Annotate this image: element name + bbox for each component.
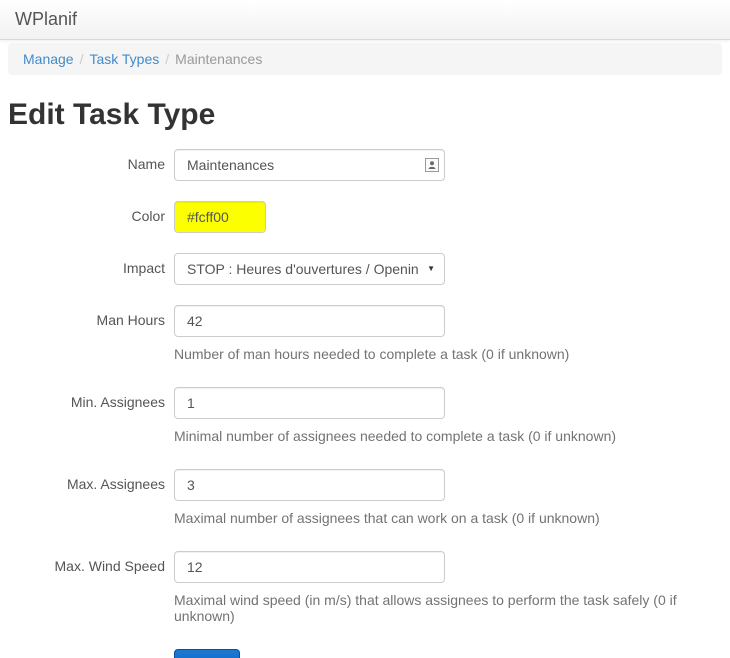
brand-link[interactable]: WPlanif <box>15 9 78 29</box>
max-wind-speed-input[interactable] <box>174 550 445 583</box>
breadcrumb-manage[interactable]: Manage <box>23 51 74 67</box>
min-assignees-help: Minimal number of assignees needed to co… <box>174 427 617 444</box>
impact-select[interactable]: STOP : Heures d'ouvertures / Openin <box>174 252 445 285</box>
max-assignees-input[interactable] <box>174 468 445 501</box>
color-field-group: Color <box>8 200 722 233</box>
color-input[interactable] <box>174 200 266 233</box>
page-title: Edit Task Type <box>8 98 216 131</box>
man-hours-help: Number of man hours needed to complete a… <box>174 345 570 362</box>
max-assignees-help: Maximal number of assignees that can wor… <box>174 509 600 526</box>
min-assignees-field-group: Min. Assignees Minimal number of assigne… <box>8 386 722 444</box>
main-content: Edit Task Type Name Color <box>0 99 730 658</box>
min-assignees-input[interactable] <box>174 386 445 419</box>
breadcrumb-task-types[interactable]: Task Types <box>89 51 160 67</box>
min-assignees-label: Min. Assignees <box>70 393 165 410</box>
name-field-group: Name <box>8 148 722 181</box>
form-actions: Save <box>8 648 722 658</box>
breadcrumb: Manage / Task Types / Maintenances <box>8 43 722 75</box>
man-hours-field-group: Man Hours Number of man hours needed to … <box>8 304 722 362</box>
name-input[interactable] <box>174 148 445 181</box>
max-wind-speed-help: Maximal wind speed (in m/s) that allows … <box>174 591 677 624</box>
button-spacer <box>8 649 165 658</box>
color-label: Color <box>131 207 165 224</box>
breadcrumb-wrapper: Manage / Task Types / Maintenances <box>0 40 730 75</box>
max-wind-speed-label: Max. Wind Speed <box>54 557 166 574</box>
navbar: WPlanif <box>0 0 730 40</box>
max-wind-speed-field-group: Max. Wind Speed Maximal wind speed (in m… <box>8 550 722 624</box>
breadcrumb-current: Maintenances <box>175 51 263 67</box>
man-hours-label: Man Hours <box>96 311 165 328</box>
impact-field-group: Impact STOP : Heures d'ouvertures / Open… <box>8 252 722 285</box>
edit-task-type-form: Name Color <box>8 148 722 658</box>
breadcrumb-separator: / <box>165 51 170 67</box>
impact-label: Impact <box>122 259 165 276</box>
save-button[interactable]: Save <box>174 648 240 658</box>
max-assignees-field-group: Max. Assignees Maximal number of assigne… <box>8 468 722 526</box>
man-hours-input[interactable] <box>174 304 445 337</box>
max-assignees-label: Max. Assignees <box>66 475 165 492</box>
autofill-icon[interactable] <box>425 157 439 172</box>
name-label: Name <box>127 155 165 172</box>
breadcrumb-separator: / <box>79 51 84 67</box>
